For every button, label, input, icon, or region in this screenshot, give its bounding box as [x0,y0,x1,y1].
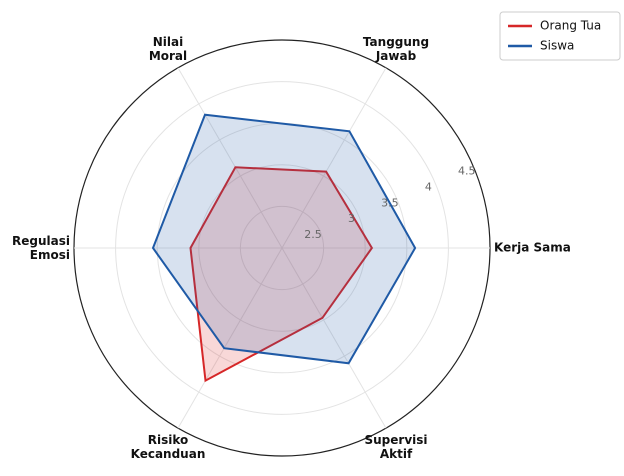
series-polygon [151,113,417,365]
r-tick-label: 4.5 [458,164,476,177]
legend-box [499,11,621,61]
category-label: Regulasi Emosi [12,234,70,262]
r-tick-label: 3 [348,212,355,225]
spoke [177,67,283,249]
category-label: Tanggung Jawab [363,34,429,62]
spoke [177,247,283,429]
series-polygon [189,166,374,383]
category-label: Supervisi Aktif [364,433,427,461]
category-label: Risiko Kecanduan [131,433,206,461]
r-tick-label: 4 [425,180,432,193]
legend-label: Siswa [540,39,574,53]
legend-label: Orang Tua [540,19,601,33]
spoke [281,247,387,429]
category-label: Nilai Moral [149,34,187,62]
category-label: Kerja Sama [494,241,571,255]
r-tick-label: 2.5 [304,228,322,241]
r-tick-label: 3.5 [381,196,399,209]
spoke [281,67,387,249]
